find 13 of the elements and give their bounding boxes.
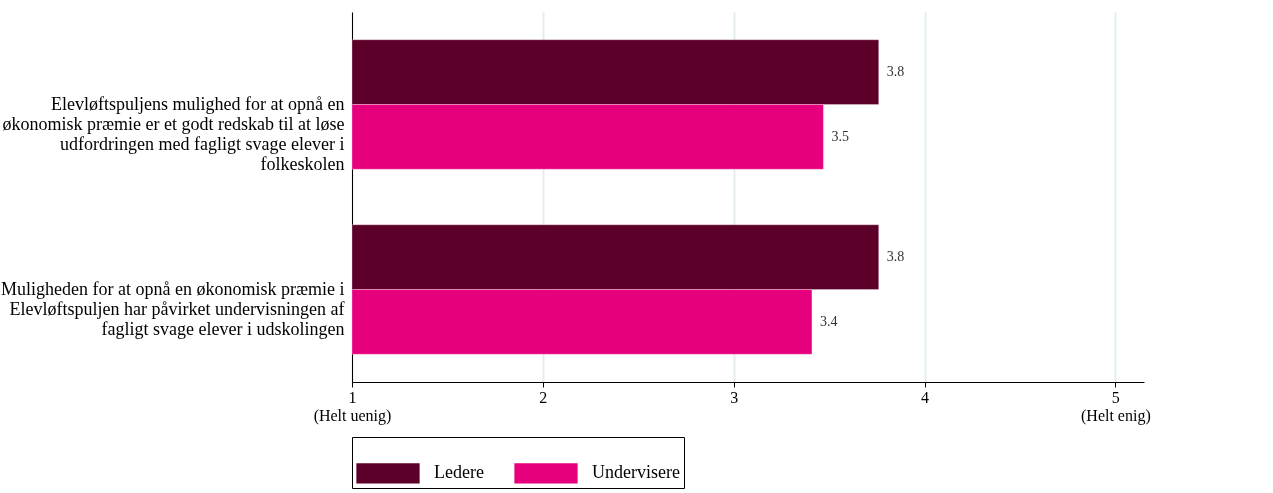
x-tick-label: 3 [730, 388, 739, 406]
y-tick-label: Muligheden for at opnå en økonomisk præmie i Elevløftspuljen har påvirket undervisningen af fagligt svage elever i udskolingen [1, 278, 345, 339]
x-tick-label: 5 (Helt enig) [1081, 388, 1151, 425]
data-label: 3.8 [886, 64, 905, 80]
x-tick-label: 4 [921, 388, 930, 406]
data-label: 3.8 [886, 249, 905, 265]
legend-label: Ledere [434, 462, 484, 483]
x-tick-label: 1 (Helt uenig) [313, 388, 392, 425]
data-label: 3.4 [819, 313, 838, 329]
y-tick-label: Elevløftspuljens mulighed for at opnå en økonomisk præmie er et godt redskab til at løse udfordringen med fagligt svage elever i folkeskolen [2, 93, 345, 174]
legend-label: Undervisere [592, 462, 680, 483]
data-label: 3.5 [831, 128, 849, 144]
x-tick-label: 2 [539, 388, 548, 406]
